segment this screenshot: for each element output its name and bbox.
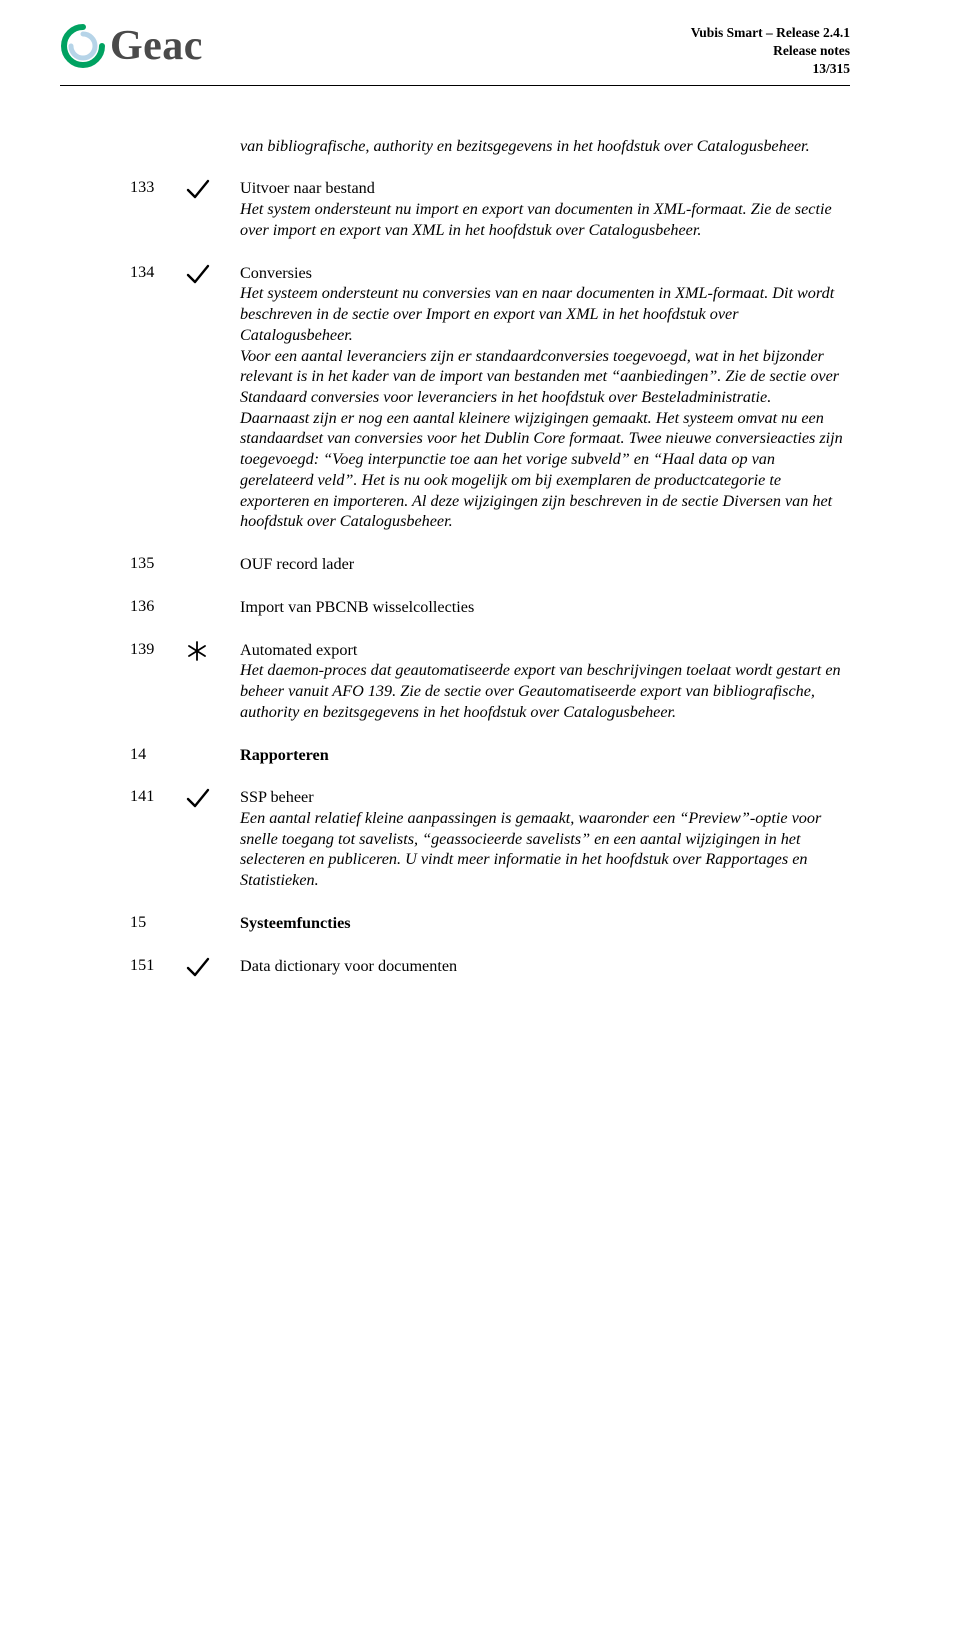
row-title: Data dictionary voor documenten bbox=[240, 956, 850, 977]
check-icon bbox=[186, 956, 240, 978]
row-title: OUF record lader bbox=[240, 554, 850, 575]
row-number: 133 bbox=[130, 178, 186, 197]
row-title: Systeemfuncties bbox=[240, 913, 850, 934]
row-body: SSP beheerEen aantal relatief kleine aan… bbox=[240, 787, 850, 891]
row-number: 14 bbox=[130, 745, 186, 764]
content-area: van bibliografische, authority en bezits… bbox=[60, 136, 850, 978]
row-body: Uitvoer naar bestandHet system ondersteu… bbox=[240, 178, 850, 240]
row-number: 134 bbox=[130, 263, 186, 282]
logo: Geac bbox=[60, 22, 203, 70]
list-row: 15 Systeemfuncties bbox=[130, 913, 850, 934]
meta-notes: Release notes bbox=[691, 42, 850, 60]
list-row: 141 SSP beheerEen aantal relatief kleine … bbox=[130, 787, 850, 891]
check-icon bbox=[186, 263, 240, 285]
list-row: 136 Import van PBCNB wisselcollecties bbox=[130, 597, 850, 618]
rows-container: 133 Uitvoer naar bestandHet system onders… bbox=[130, 178, 850, 977]
row-description: Een aantal relatief kleine aanpassingen … bbox=[240, 809, 821, 889]
row-title: Conversies bbox=[240, 263, 850, 284]
page-header: Geac Vubis Smart – Release 2.4.1 Release… bbox=[60, 22, 850, 86]
list-row: 133 Uitvoer naar bestandHet system onders… bbox=[130, 178, 850, 240]
row-description: Het daemon-proces dat geautomatiseerde e… bbox=[240, 661, 841, 720]
list-row: 135 OUF record lader bbox=[130, 554, 850, 575]
list-row: 139 Automated exportHet daemon-proces dat… bbox=[130, 640, 850, 723]
row-number: 141 bbox=[130, 787, 186, 806]
row-body: Systeemfuncties bbox=[240, 913, 850, 934]
row-description: Het system ondersteunt nu import en expo… bbox=[240, 200, 832, 239]
row-body: Data dictionary voor documenten bbox=[240, 956, 850, 977]
row-body: ConversiesHet systeem ondersteunt nu con… bbox=[240, 263, 850, 533]
row-title: SSP beheer bbox=[240, 787, 850, 808]
row-body: OUF record lader bbox=[240, 554, 850, 575]
meta-page: 13/315 bbox=[691, 60, 850, 78]
check-icon bbox=[186, 178, 240, 200]
row-number: 15 bbox=[130, 913, 186, 932]
row-body: Import van PBCNB wisselcollecties bbox=[240, 597, 850, 618]
meta-release: Vubis Smart – Release 2.4.1 bbox=[691, 24, 850, 42]
row-description: Het systeem ondersteunt nu conversies va… bbox=[240, 284, 843, 530]
star-icon bbox=[186, 640, 240, 662]
row-title: Rapporteren bbox=[240, 745, 850, 766]
header-meta: Vubis Smart – Release 2.4.1 Release note… bbox=[691, 22, 850, 79]
row-title: Import van PBCNB wisselcollecties bbox=[240, 597, 850, 618]
list-row: 14 Rapporteren bbox=[130, 745, 850, 766]
row-title: Automated export bbox=[240, 640, 850, 661]
list-row: 151 Data dictionary voor documenten bbox=[130, 956, 850, 978]
row-number: 135 bbox=[130, 554, 186, 573]
logo-text: Geac bbox=[110, 22, 203, 70]
intro-text: van bibliografische, authority en bezits… bbox=[240, 136, 850, 157]
row-number: 139 bbox=[130, 640, 186, 659]
list-row: 134 ConversiesHet systeem ondersteunt nu … bbox=[130, 263, 850, 533]
row-body: Rapporteren bbox=[240, 745, 850, 766]
row-title: Uitvoer naar bestand bbox=[240, 178, 850, 199]
logo-swirl-icon bbox=[60, 23, 106, 69]
row-number: 136 bbox=[130, 597, 186, 616]
check-icon bbox=[186, 787, 240, 809]
row-number: 151 bbox=[130, 956, 186, 975]
row-body: Automated exportHet daemon-proces dat ge… bbox=[240, 640, 850, 723]
